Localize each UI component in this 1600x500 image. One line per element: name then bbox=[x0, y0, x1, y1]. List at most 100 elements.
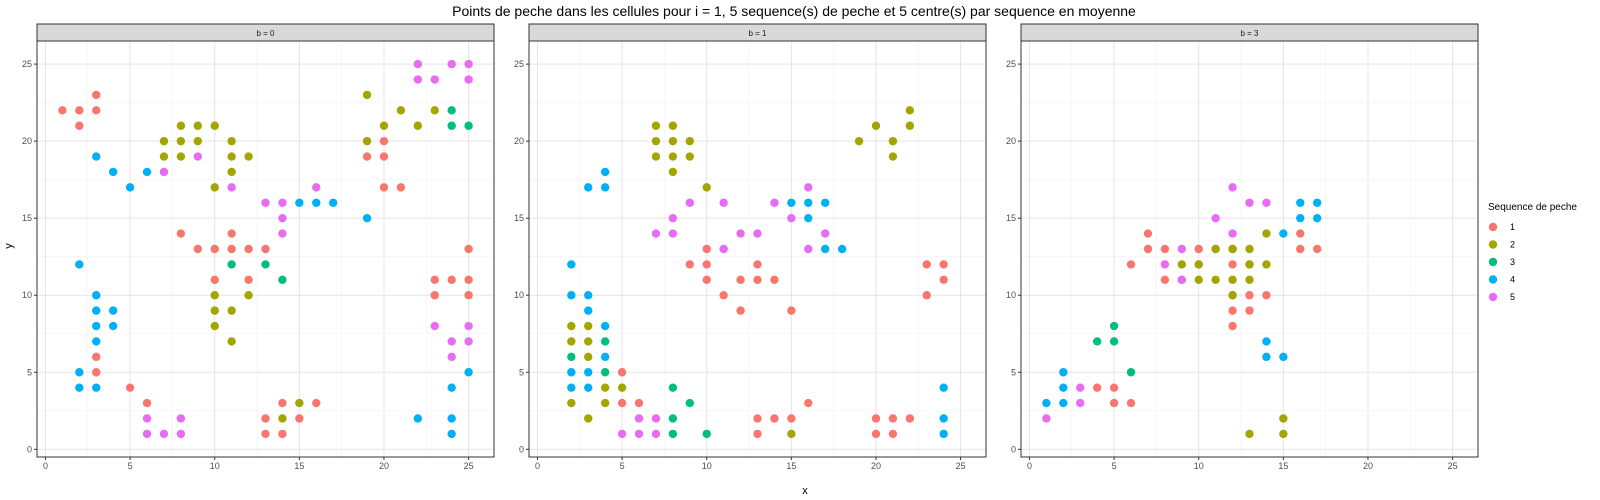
data-point bbox=[430, 291, 439, 300]
data-point bbox=[1296, 198, 1305, 207]
legend-label: 2 bbox=[1510, 240, 1515, 250]
x-tick-label: 5 bbox=[620, 461, 625, 471]
data-point bbox=[1313, 244, 1322, 254]
data-point bbox=[295, 398, 304, 408]
data-point bbox=[75, 260, 84, 269]
data-point bbox=[1059, 383, 1068, 392]
data-point bbox=[668, 121, 678, 130]
data-point bbox=[261, 260, 270, 269]
data-point bbox=[1126, 260, 1136, 269]
data-point bbox=[888, 152, 898, 161]
data-point bbox=[1228, 183, 1237, 192]
data-point bbox=[685, 152, 694, 161]
x-tick-label: 20 bbox=[1363, 461, 1373, 471]
data-point bbox=[939, 260, 948, 269]
y-tick-label: 25 bbox=[1006, 59, 1016, 69]
data-point bbox=[278, 229, 287, 238]
data-point bbox=[58, 106, 67, 115]
data-point bbox=[210, 306, 219, 315]
x-tick-label: 25 bbox=[1448, 461, 1458, 471]
data-point bbox=[939, 383, 948, 392]
facet-panel: b = 1 0 5 10 15 20 25 0 5 10 15 20 25 bbox=[514, 23, 987, 471]
data-point bbox=[702, 183, 711, 192]
data-point bbox=[1143, 244, 1153, 254]
data-point bbox=[447, 414, 456, 423]
data-point bbox=[1228, 229, 1237, 238]
data-point bbox=[278, 275, 287, 285]
data-point bbox=[193, 136, 202, 146]
data-point bbox=[92, 321, 101, 331]
data-point bbox=[668, 136, 678, 146]
data-point bbox=[567, 260, 576, 269]
data-point bbox=[736, 229, 745, 238]
data-point bbox=[1109, 321, 1119, 331]
data-point bbox=[413, 414, 423, 423]
y-tick-label: 0 bbox=[1011, 444, 1016, 454]
data-point bbox=[584, 337, 593, 346]
data-point bbox=[430, 321, 439, 331]
data-point bbox=[668, 383, 678, 392]
data-point bbox=[804, 183, 813, 192]
data-point bbox=[1109, 383, 1119, 392]
data-point bbox=[379, 136, 389, 146]
data-point bbox=[888, 136, 898, 146]
data-point bbox=[804, 398, 813, 408]
y-tick-label: 10 bbox=[1006, 290, 1016, 300]
data-point bbox=[227, 244, 236, 254]
data-point bbox=[1211, 244, 1220, 254]
panel-border bbox=[528, 40, 987, 458]
data-point bbox=[244, 291, 253, 300]
x-tick-label: 0 bbox=[1027, 461, 1032, 471]
facet-strip-label: b = 3 bbox=[1240, 29, 1259, 38]
data-point bbox=[430, 275, 439, 285]
data-point bbox=[668, 429, 678, 439]
data-point bbox=[1092, 337, 1102, 346]
data-point bbox=[1042, 414, 1051, 423]
data-point bbox=[1228, 306, 1237, 315]
data-point bbox=[1262, 229, 1271, 238]
data-point bbox=[634, 398, 644, 408]
x-tick-label: 20 bbox=[871, 461, 881, 471]
x-tick-label: 15 bbox=[786, 461, 796, 471]
data-point bbox=[617, 383, 627, 392]
data-point bbox=[329, 198, 338, 207]
facet-panels: b = 0 0 5 10 15 20 25 0 5 10 15 20 25 b = 1 0 5 10 15 20 25… bbox=[22, 23, 1479, 471]
data-point bbox=[1126, 368, 1136, 377]
data-point bbox=[210, 275, 219, 285]
data-point bbox=[1245, 244, 1254, 254]
data-point bbox=[1279, 414, 1288, 423]
legend-title: Sequence de peche bbox=[1488, 202, 1577, 213]
data-point bbox=[464, 321, 473, 331]
data-point bbox=[464, 368, 473, 377]
data-point bbox=[1076, 383, 1085, 392]
data-point bbox=[1245, 291, 1254, 300]
data-point bbox=[447, 121, 456, 130]
data-point bbox=[1194, 260, 1203, 269]
x-tick-label: 15 bbox=[1278, 461, 1288, 471]
data-point bbox=[176, 121, 186, 130]
data-point bbox=[413, 75, 423, 84]
data-point bbox=[702, 429, 711, 439]
data-point bbox=[464, 275, 473, 285]
y-tick-label: 10 bbox=[514, 290, 524, 300]
y-tick-label: 10 bbox=[22, 290, 32, 300]
data-point bbox=[1245, 275, 1254, 285]
data-point bbox=[770, 414, 779, 423]
chart-title: Points de peche dans les cellules pour i… bbox=[452, 3, 1136, 19]
legend-label: 5 bbox=[1510, 292, 1515, 302]
data-point bbox=[1296, 229, 1305, 238]
data-point bbox=[770, 198, 779, 207]
panel-background bbox=[529, 41, 986, 457]
x-tick-label: 10 bbox=[210, 461, 220, 471]
data-point bbox=[92, 306, 101, 315]
data-point bbox=[854, 136, 864, 146]
data-point bbox=[736, 275, 745, 285]
data-point bbox=[1245, 429, 1254, 439]
data-point bbox=[244, 244, 253, 254]
x-tick-label: 20 bbox=[379, 461, 389, 471]
data-point bbox=[787, 429, 796, 439]
data-point bbox=[753, 414, 762, 423]
data-point bbox=[685, 136, 694, 146]
data-point bbox=[1262, 198, 1271, 207]
data-point bbox=[600, 368, 610, 377]
